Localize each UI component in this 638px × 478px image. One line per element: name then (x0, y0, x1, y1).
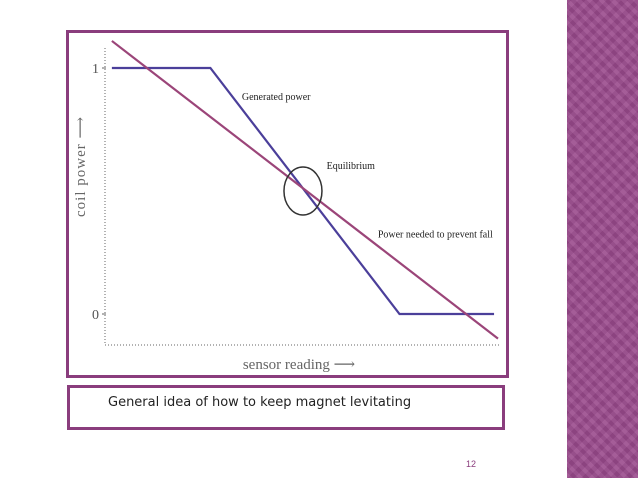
y-tick-label: 1 (92, 62, 99, 77)
caption-text: General idea of how to keep magnet levit… (108, 395, 412, 410)
annotation-label: Power needed to prevent fall (378, 230, 493, 241)
equilibrium-circle (283, 166, 323, 216)
chart-frame: 1 0 Generated power Equilibrium Power needed… (66, 30, 509, 378)
annotation-label: Generated power (242, 92, 311, 103)
caption-box (67, 385, 505, 430)
chart: 1 0 Generated power Equilibrium Power needed… (73, 40, 499, 373)
series-line-power-needed (111, 40, 499, 340)
page-number: 12 (466, 459, 477, 469)
x-axis-label: sensor reading ⟶ (243, 357, 355, 373)
y-axis-label: coil power ⟶ (73, 116, 89, 217)
annotation-label: Equilibrium (327, 161, 376, 172)
series-line-generated-power (111, 66, 495, 316)
side-decoration-strip (567, 0, 638, 478)
y-tick-label: 0 (92, 308, 99, 323)
